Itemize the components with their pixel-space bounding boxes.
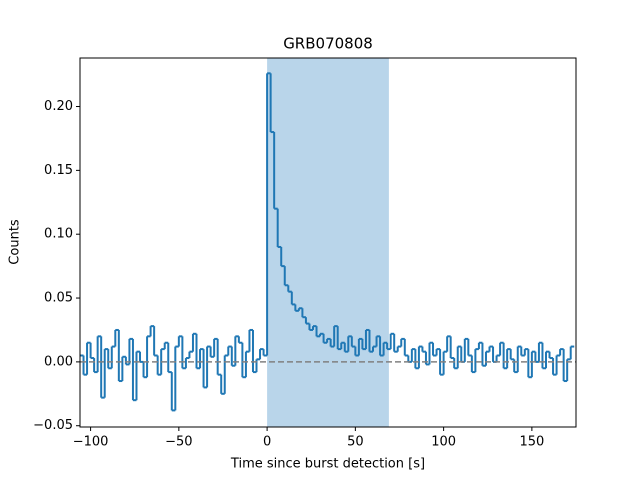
highlight-span (267, 58, 389, 427)
x-tick-label: 50 (347, 435, 364, 450)
x-tick-label: −50 (165, 435, 192, 450)
x-tick-label: 0 (263, 435, 271, 450)
x-tick-label: 100 (431, 435, 456, 450)
y-tick-label: 0.10 (44, 227, 73, 242)
y-tick-label: −0.05 (33, 418, 73, 433)
y-tick-label: 0.20 (44, 99, 73, 114)
y-tick-label: 0.00 (44, 354, 73, 369)
y-tick-label: 0.05 (44, 291, 73, 306)
x-tick-label: −100 (73, 435, 109, 450)
x-axis-label: Time since burst detection [s] (230, 457, 425, 472)
plot-frame (79, 57, 577, 428)
x-tick-label: 150 (519, 435, 544, 450)
y-tick-label: 0.15 (44, 163, 73, 178)
chart-title: GRB070808 (283, 35, 373, 53)
y-axis-label: Counts (8, 219, 23, 265)
